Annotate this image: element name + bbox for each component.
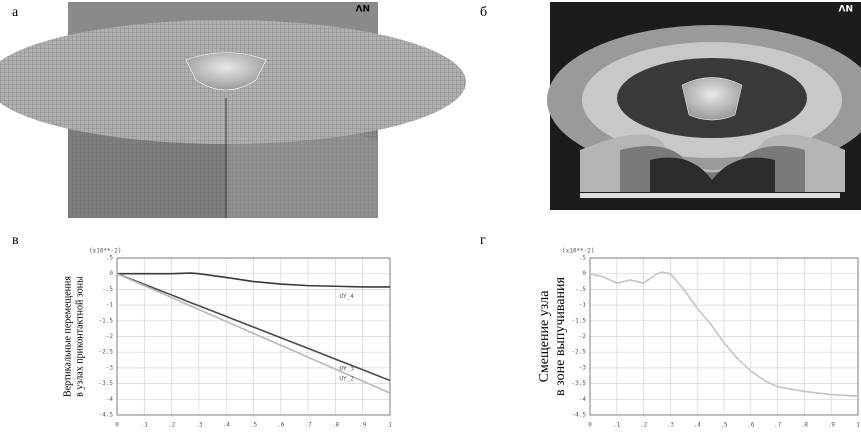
x-tick-label: .2 [168,422,176,429]
x-tick-label: 0 [115,422,119,429]
y-axis-label: в узлах приконтактной зоны [74,276,85,397]
x-tick-label: .4 [694,422,702,429]
y-tick-label: -3.5 [99,380,114,387]
x-tick-label: 1 [388,422,392,429]
y-tick-label: -1 [106,302,114,309]
panel-label: г [480,233,486,248]
y-tick-label: -.5 [575,286,586,293]
plot-frame [589,257,859,416]
y-tick-label: -2.5 [572,349,587,356]
y-tick-label: -3 [106,364,114,371]
y-tick-label: -4.5 [99,412,114,419]
logo: ΛN [839,5,854,15]
y-tick-label: -1.5 [572,317,587,324]
x-tick-label: .2 [640,422,648,429]
x-tick-label: .7 [774,422,782,429]
x-tick-label: .1 [141,422,149,429]
series-label: UY_2 [339,376,354,383]
axis-multiplier: (x10**-2) [89,248,122,255]
x-tick-label: .5 [720,422,728,429]
x-tick-label: .8 [332,422,340,429]
y-tick-label: -3 [579,364,587,371]
y-tick-label: -1.5 [99,317,114,324]
x-tick-label: .8 [801,422,809,429]
logo: ΛN [356,5,371,15]
x-tick-label: 0 [588,422,592,429]
x-tick-label: .7 [304,422,312,429]
panel-label: в [12,233,19,248]
y-axis-label: Смещение узла [537,290,552,383]
y-tick-label: -1 [579,302,587,309]
x-tick-label: .3 [195,422,203,429]
panel-label: б [480,5,487,20]
line-series [117,272,390,288]
x-tick-label: .3 [667,422,675,429]
y-tick-label: 0 [582,270,586,277]
y-tick-label: -4.5 [572,412,587,419]
y-tick-label: -2 [579,333,587,340]
x-tick-label: .4 [223,422,231,429]
y-tick-label: -2.5 [99,349,114,356]
y-tick-label: .5 [106,255,114,262]
y-tick-label: -3.5 [572,380,587,387]
line-series [589,271,859,397]
series-label: UY_3 [339,366,354,373]
x-tick-label: .6 [277,422,285,429]
plot-frame [116,257,391,416]
panel-label: а [12,5,19,20]
x-tick-label: .1 [613,422,621,429]
y-tick-label: 0 [109,270,113,277]
line-series [116,272,391,382]
x-tick-label: .5 [250,422,258,429]
x-tick-label: .9 [828,422,836,429]
series-label: UY_4 [339,293,354,300]
y-tick-label: -4 [579,396,587,403]
fem-image-a: ΛN [0,2,466,218]
y-tick-label: .5 [579,255,587,262]
axis-multiplier: (x10**-2) [562,248,595,255]
y-tick-label: -4 [106,396,114,403]
y-axis-label: в зоне выпучивания [553,277,568,396]
fem-image-b: ΛN [547,2,861,210]
y-axis-label: Вертикальные перемещения [62,276,73,397]
x-tick-label: .6 [747,422,755,429]
line-series [116,272,391,394]
x-tick-label: .9 [359,422,367,429]
y-tick-label: -.5 [102,286,113,293]
x-tick-label: 1 [856,422,860,429]
y-tick-label: -2 [106,333,114,340]
